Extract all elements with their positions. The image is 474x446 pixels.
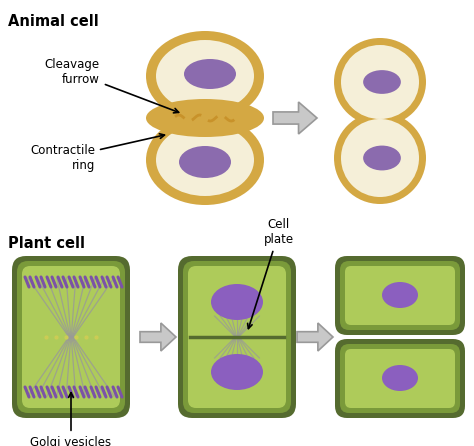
Text: Cell
plate: Cell plate bbox=[247, 218, 294, 329]
FancyBboxPatch shape bbox=[178, 256, 296, 418]
Polygon shape bbox=[140, 323, 176, 351]
FancyBboxPatch shape bbox=[340, 261, 460, 330]
Ellipse shape bbox=[146, 31, 264, 121]
FancyBboxPatch shape bbox=[188, 266, 286, 408]
Ellipse shape bbox=[382, 282, 418, 308]
Ellipse shape bbox=[363, 145, 401, 170]
FancyBboxPatch shape bbox=[12, 256, 130, 418]
Text: Contractile
ring: Contractile ring bbox=[30, 134, 164, 172]
Ellipse shape bbox=[211, 284, 263, 320]
Ellipse shape bbox=[189, 267, 285, 407]
FancyBboxPatch shape bbox=[340, 344, 460, 413]
Ellipse shape bbox=[363, 70, 401, 94]
Text: Plant cell: Plant cell bbox=[8, 236, 85, 251]
FancyBboxPatch shape bbox=[345, 266, 455, 325]
Text: Cleavage
furrow: Cleavage furrow bbox=[45, 58, 179, 113]
FancyBboxPatch shape bbox=[345, 349, 455, 408]
Ellipse shape bbox=[156, 40, 254, 112]
Ellipse shape bbox=[179, 146, 231, 178]
FancyBboxPatch shape bbox=[335, 339, 465, 418]
Ellipse shape bbox=[334, 112, 426, 204]
FancyBboxPatch shape bbox=[22, 266, 120, 408]
Polygon shape bbox=[273, 102, 317, 134]
Ellipse shape bbox=[156, 124, 254, 196]
Ellipse shape bbox=[334, 38, 426, 126]
Ellipse shape bbox=[211, 354, 263, 390]
FancyBboxPatch shape bbox=[17, 261, 125, 413]
FancyBboxPatch shape bbox=[335, 256, 465, 335]
Text: Golgi vesicles: Golgi vesicles bbox=[30, 392, 111, 446]
Text: Animal cell: Animal cell bbox=[8, 14, 99, 29]
Polygon shape bbox=[297, 323, 333, 351]
FancyBboxPatch shape bbox=[183, 261, 291, 413]
Ellipse shape bbox=[341, 45, 419, 119]
Ellipse shape bbox=[382, 365, 418, 391]
Ellipse shape bbox=[146, 99, 264, 137]
Ellipse shape bbox=[146, 115, 264, 205]
Ellipse shape bbox=[341, 119, 419, 197]
Ellipse shape bbox=[184, 59, 236, 89]
